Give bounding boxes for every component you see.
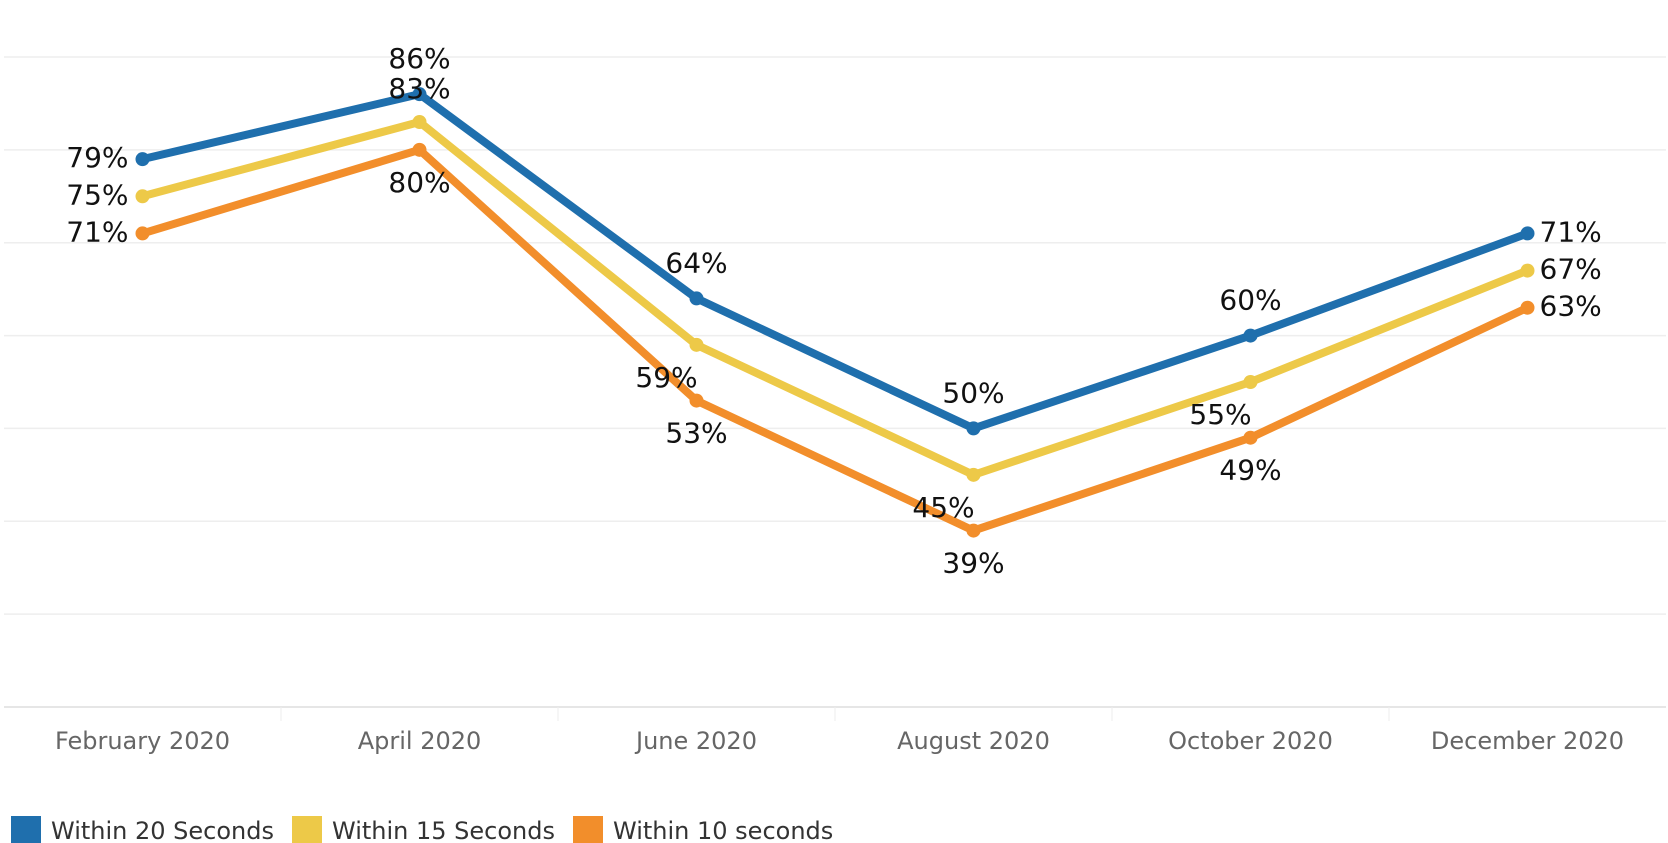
legend-label: Within 15 Seconds <box>332 817 555 843</box>
point <box>689 393 704 408</box>
data-label: 67% <box>1540 253 1602 286</box>
point <box>412 115 427 129</box>
series-line <box>141 90 1529 433</box>
data-label: 83% <box>388 72 450 105</box>
point <box>412 87 427 102</box>
point <box>412 142 427 157</box>
data-label: 59% <box>635 361 697 394</box>
legend-swatch <box>11 816 41 843</box>
point <box>1520 300 1535 315</box>
x-tick-label: June 2020 <box>634 727 757 755</box>
point <box>966 467 981 482</box>
data-label: 80% <box>388 166 450 199</box>
point <box>966 421 981 436</box>
legend-swatch <box>573 816 603 843</box>
data-label: 50% <box>942 376 1004 409</box>
point <box>689 337 704 352</box>
legend-swatch <box>292 816 322 843</box>
data-label: 53% <box>665 417 727 450</box>
point <box>689 291 704 306</box>
data-label: 75% <box>66 178 128 211</box>
series-line <box>141 118 1529 479</box>
legend-label: Within 10 seconds <box>613 817 833 843</box>
point <box>135 189 150 204</box>
data-label: 39% <box>942 547 1004 580</box>
data-label: 79% <box>66 141 128 174</box>
point <box>1243 430 1258 445</box>
x-tick-label: October 2020 <box>1168 727 1333 755</box>
data-label: 71% <box>1540 215 1602 248</box>
x-tick-label: April 2020 <box>358 727 482 755</box>
point <box>966 523 981 538</box>
point <box>135 152 150 167</box>
point <box>1243 375 1258 389</box>
data-label: 86% <box>388 42 450 75</box>
data-label: 49% <box>1219 454 1281 487</box>
point <box>135 226 150 241</box>
data-label: 55% <box>1189 398 1251 431</box>
point <box>1520 263 1535 278</box>
data-label: 60% <box>1219 284 1281 317</box>
x-tick-label: December 2020 <box>1431 727 1624 755</box>
point <box>1520 226 1535 241</box>
series-line <box>141 145 1530 535</box>
data-label: 71% <box>66 215 128 248</box>
x-tick-label: August 2020 <box>897 727 1050 755</box>
legend-label: Within 20 Seconds <box>51 817 274 843</box>
data-label: 45% <box>912 491 974 524</box>
data-label: 64% <box>665 246 727 279</box>
x-tick-label: February 2020 <box>55 727 230 755</box>
data-label: 63% <box>1540 290 1602 323</box>
point <box>1243 328 1258 343</box>
